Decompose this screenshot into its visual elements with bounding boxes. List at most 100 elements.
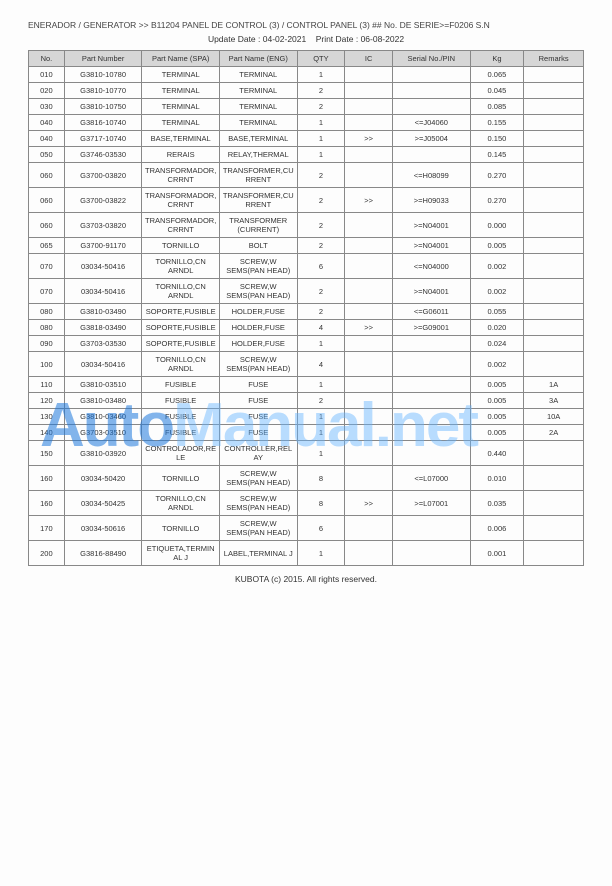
cell-qty: 2: [297, 279, 345, 304]
table-row: 040G3717-10740BASE,TERMINALBASE,TERMINAL…: [29, 131, 584, 147]
cell-qty: 4: [297, 320, 345, 336]
cell-qty: 2: [297, 304, 345, 320]
table-row: 090G3703-03530SOPORTE,FUSIBLEHOLDER,FUSE…: [29, 336, 584, 352]
cell-pn: G3810-03510: [64, 377, 142, 393]
table-row: 07003034-50416TORNILLO,CN ARNDLSCREW,W S…: [29, 279, 584, 304]
cell-no: 080: [29, 320, 65, 336]
cell-eng: FUSE: [219, 393, 297, 409]
parts-table: No. Part Number Part Name (SPA) Part Nam…: [28, 50, 584, 566]
cell-spa: TORNILLO,CN ARNDL: [142, 352, 220, 377]
cell-kg: 0.065: [470, 67, 524, 83]
cell-no: 060: [29, 163, 65, 188]
cell-spa: TERMINAL: [142, 115, 220, 131]
cell-eng: TRANSFORMER (CURRENT): [219, 213, 297, 238]
cell-kg: 0.006: [470, 516, 524, 541]
cell-ser: [393, 516, 471, 541]
cell-pn: 03034-50425: [64, 491, 142, 516]
cell-rem: [524, 352, 584, 377]
cell-qty: 6: [297, 516, 345, 541]
footer-copyright: KUBOTA (c) 2015. All rights reserved.: [28, 574, 584, 584]
col-eng: Part Name (ENG): [219, 51, 297, 67]
cell-pn: G3810-03480: [64, 393, 142, 409]
cell-eng: TRANSFORMER,CURRENT: [219, 188, 297, 213]
cell-rem: 3A: [524, 393, 584, 409]
dates-line: Update Date : 04-02-2021 Print Date : 06…: [28, 34, 584, 44]
cell-ic: [345, 304, 393, 320]
cell-qty: 2: [297, 238, 345, 254]
cell-eng: RELAY,THERMAL: [219, 147, 297, 163]
cell-spa: RERAIS: [142, 147, 220, 163]
cell-qty: 1: [297, 425, 345, 441]
cell-spa: TORNILLO,CN ARNDL: [142, 491, 220, 516]
cell-qty: 2: [297, 213, 345, 238]
cell-ic: >>: [345, 131, 393, 147]
cell-ser: [393, 409, 471, 425]
cell-eng: HOLDER,FUSE: [219, 336, 297, 352]
cell-no: 200: [29, 541, 65, 566]
cell-spa: BASE,TERMINAL: [142, 131, 220, 147]
page-content: ENERADOR / GENERATOR >> B11204 PANEL DE …: [0, 0, 612, 594]
cell-eng: SCREW,W SEMS(PAN HEAD): [219, 516, 297, 541]
cell-ser: [393, 441, 471, 466]
cell-ic: [345, 279, 393, 304]
cell-qty: 1: [297, 409, 345, 425]
col-qty: QTY: [297, 51, 345, 67]
cell-ser: [393, 67, 471, 83]
cell-ser: [393, 336, 471, 352]
cell-qty: 1: [297, 67, 345, 83]
cell-rem: 1A: [524, 377, 584, 393]
cell-ic: [345, 238, 393, 254]
cell-kg: 0.045: [470, 83, 524, 99]
cell-ser: >=N04001: [393, 279, 471, 304]
cell-pn: 03034-50416: [64, 254, 142, 279]
cell-ser: >=L07001: [393, 491, 471, 516]
cell-pn: G3818-03490: [64, 320, 142, 336]
cell-rem: [524, 213, 584, 238]
cell-no: 110: [29, 377, 65, 393]
table-row: 030G3810-10750TERMINALTERMINAL20.085: [29, 99, 584, 115]
cell-spa: FUSIBLE: [142, 425, 220, 441]
cell-qty: 8: [297, 466, 345, 491]
cell-rem: [524, 541, 584, 566]
cell-no: 040: [29, 115, 65, 131]
cell-rem: [524, 491, 584, 516]
cell-eng: SCREW,W SEMS(PAN HEAD): [219, 352, 297, 377]
cell-qty: 1: [297, 336, 345, 352]
cell-qty: 1: [297, 377, 345, 393]
col-ic: IC: [345, 51, 393, 67]
cell-rem: [524, 147, 584, 163]
cell-spa: SOPORTE,FUSIBLE: [142, 304, 220, 320]
cell-eng: SCREW,W SEMS(PAN HEAD): [219, 279, 297, 304]
cell-no: 170: [29, 516, 65, 541]
col-spa: Part Name (SPA): [142, 51, 220, 67]
cell-eng: TERMINAL: [219, 67, 297, 83]
cell-ser: [393, 377, 471, 393]
cell-kg: 0.005: [470, 425, 524, 441]
table-row: 060G3703-03820TRANSFORMADOR,CRRNTTRANSFO…: [29, 213, 584, 238]
cell-kg: 0.024: [470, 336, 524, 352]
cell-rem: [524, 115, 584, 131]
cell-eng: TERMINAL: [219, 115, 297, 131]
cell-ser: <=H08099: [393, 163, 471, 188]
cell-kg: 0.035: [470, 491, 524, 516]
cell-kg: 0.005: [470, 393, 524, 409]
cell-pn: 03034-50420: [64, 466, 142, 491]
cell-spa: ETIQUETA,TERMINAL J: [142, 541, 220, 566]
table-row: 060G3700-03822TRANSFORMADOR,CRRNTTRANSFO…: [29, 188, 584, 213]
table-row: 010G3810-10780TERMINALTERMINAL10.065: [29, 67, 584, 83]
cell-ic: [345, 67, 393, 83]
cell-qty: 4: [297, 352, 345, 377]
cell-rem: 2A: [524, 425, 584, 441]
cell-pn: G3810-10780: [64, 67, 142, 83]
cell-eng: LABEL,TERMINAL J: [219, 541, 297, 566]
cell-qty: 1: [297, 541, 345, 566]
cell-ser: [393, 393, 471, 409]
cell-rem: [524, 67, 584, 83]
cell-rem: [524, 99, 584, 115]
cell-ic: [345, 466, 393, 491]
cell-no: 050: [29, 147, 65, 163]
cell-eng: BASE,TERMINAL: [219, 131, 297, 147]
cell-spa: TORNILLO,CN ARNDL: [142, 254, 220, 279]
cell-no: 040: [29, 131, 65, 147]
cell-spa: TERMINAL: [142, 67, 220, 83]
